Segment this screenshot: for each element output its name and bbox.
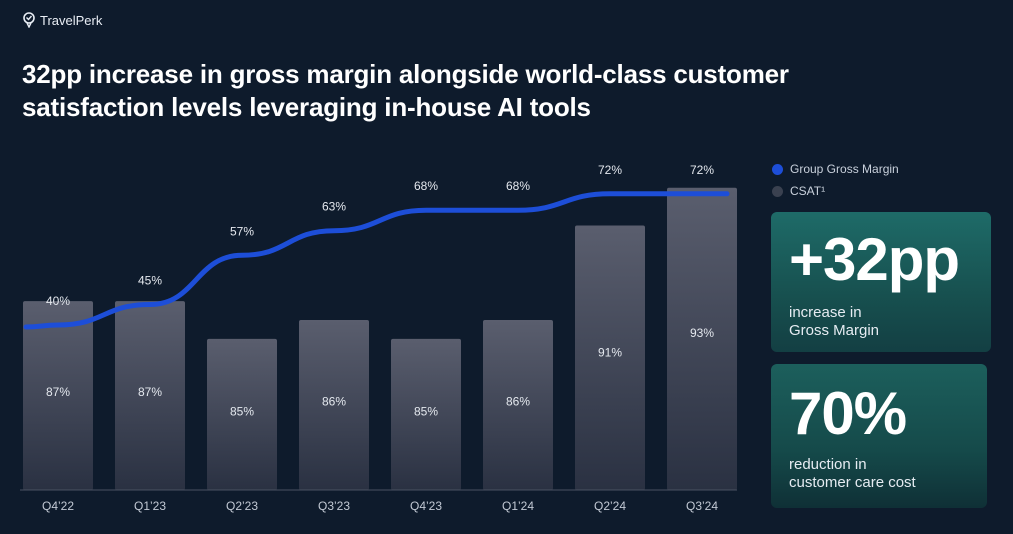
x-tick-label-3: Q3’23 <box>318 499 350 513</box>
csat-bar-0 <box>23 301 93 490</box>
travelperk-logo-icon <box>23 12 35 28</box>
x-tick-label-1: Q1’23 <box>134 499 166 513</box>
x-tick-label-7: Q3’24 <box>686 499 718 513</box>
gross-margin-card: +32pp increase in Gross Margin <box>771 212 991 352</box>
page-title-line-2: satisfaction levels leveraging in-house … <box>22 92 591 122</box>
csat-bar-label-7: 93% <box>690 326 714 340</box>
legend-dot-gross-margin <box>772 163 783 175</box>
csat-bar-label-2: 85% <box>230 404 254 418</box>
gross-margin-label-3: 63% <box>322 200 346 214</box>
csat-bar-5 <box>483 320 553 490</box>
csat-bar-label-0: 87% <box>46 385 70 399</box>
legend-item-gross-margin: Group Gross Margin <box>772 158 899 180</box>
legend-dot-csat <box>772 185 783 197</box>
margin-csat-chart: 87% Q4’22 87% Q1’23 85% Q2’23 86% Q3’23 85% Q4’23… <box>20 163 737 513</box>
gross-margin-label-4: 68% <box>414 179 438 193</box>
care-cost-card-caption: reduction in customer care cost <box>789 456 987 492</box>
gross-margin-label-5: 68% <box>506 179 530 193</box>
x-tick-label-2: Q2’23 <box>226 499 258 513</box>
brand-name: TravelPerk <box>40 12 103 28</box>
x-tick-label-4: Q4’23 <box>410 499 442 513</box>
gross-margin-card-caption-line-1: increase in <box>789 304 862 321</box>
legend-label-csat: CSAT¹ <box>790 184 826 198</box>
care-cost-card-value: 70% <box>789 380 907 447</box>
csat-bar-3 <box>299 320 369 490</box>
csat-bar-4 <box>391 338 461 490</box>
csat-bar-label-1: 87% <box>138 385 162 399</box>
gross-margin-label-1: 45% <box>138 274 162 288</box>
csat-bar-1 <box>115 301 185 490</box>
care-cost-card-caption-line-2: customer care cost <box>789 474 916 491</box>
gross-margin-label-0: 40% <box>46 294 70 308</box>
csat-bar-label-3: 86% <box>322 395 346 409</box>
gross-margin-label-2: 57% <box>230 224 254 238</box>
x-tick-label-6: Q2’24 <box>594 499 626 513</box>
brand-logo: TravelPerk <box>22 12 102 28</box>
legend-item-csat: CSAT¹ <box>772 180 899 202</box>
chart-legend: Group Gross Margin CSAT¹ <box>772 158 899 202</box>
care-cost-card: 70% reduction in customer care cost <box>771 364 987 508</box>
page-title-line-1: 32pp increase in gross margin alongside … <box>22 59 789 89</box>
csat-bar-6 <box>575 225 645 491</box>
gross-margin-card-caption: increase in Gross Margin <box>789 304 991 340</box>
csat-bar-7 <box>667 187 737 490</box>
gross-margin-line <box>23 191 730 330</box>
gross-margin-card-value: +32pp <box>789 226 960 293</box>
x-tick-label-0: Q4’22 <box>42 499 74 513</box>
gross-margin-label-6: 72% <box>598 163 622 177</box>
csat-bar-label-4: 85% <box>414 404 438 418</box>
x-tick-label-5: Q1’24 <box>502 499 534 513</box>
care-cost-card-caption-line-1: reduction in <box>789 456 867 473</box>
csat-bar-label-5: 86% <box>506 395 530 409</box>
legend-label-gross-margin: Group Gross Margin <box>790 162 899 176</box>
gross-margin-label-7: 72% <box>690 163 714 177</box>
csat-bar-2 <box>207 338 277 490</box>
page-title: 32pp increase in gross margin alongside … <box>22 58 922 124</box>
gross-margin-card-caption-line-2: Gross Margin <box>789 322 880 339</box>
csat-bar-label-6: 91% <box>598 345 622 359</box>
